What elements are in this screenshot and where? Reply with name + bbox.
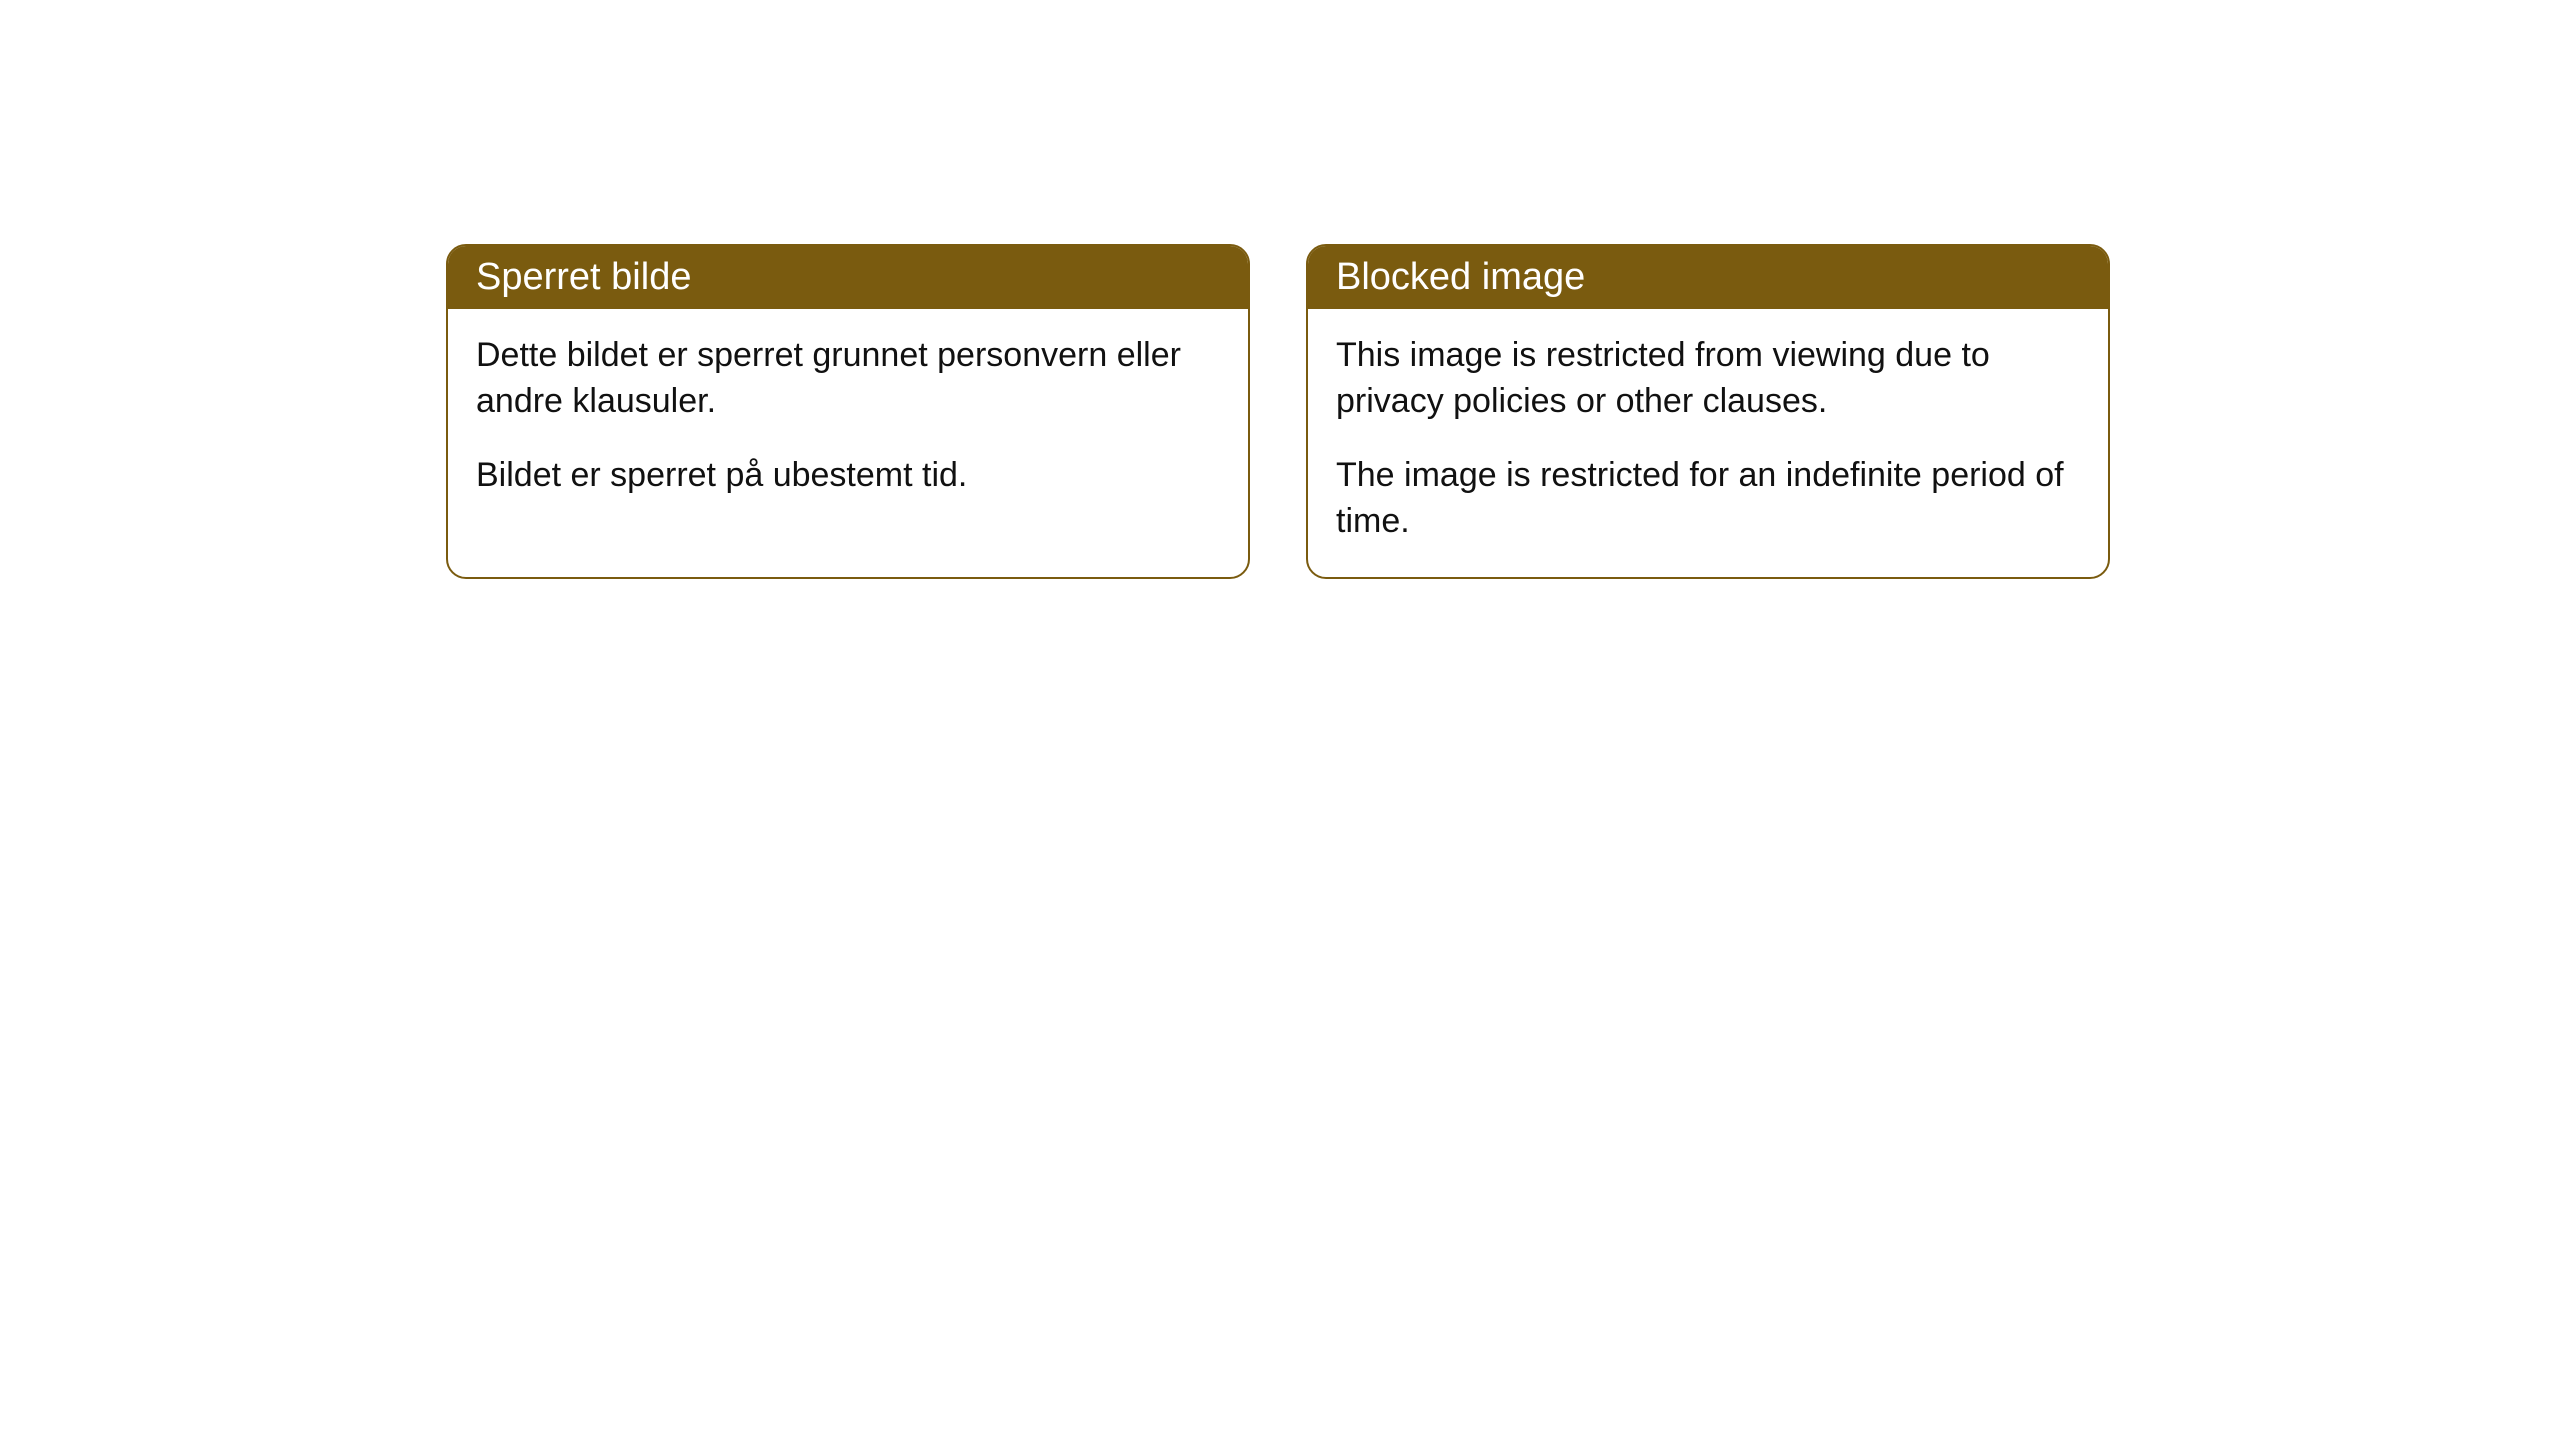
notice-card-english: Blocked image This image is restricted f… xyxy=(1306,244,2110,579)
card-title: Blocked image xyxy=(1308,246,2108,309)
notice-cards-container: Sperret bilde Dette bildet er sperret gr… xyxy=(446,244,2110,579)
card-title: Sperret bilde xyxy=(448,246,1248,309)
card-paragraph: This image is restricted from viewing du… xyxy=(1336,333,2080,425)
card-paragraph: Bildet er sperret på ubestemt tid. xyxy=(476,453,1220,499)
notice-card-norwegian: Sperret bilde Dette bildet er sperret gr… xyxy=(446,244,1250,579)
card-body: Dette bildet er sperret grunnet personve… xyxy=(448,309,1248,531)
card-paragraph: The image is restricted for an indefinit… xyxy=(1336,453,2080,545)
card-paragraph: Dette bildet er sperret grunnet personve… xyxy=(476,333,1220,425)
card-body: This image is restricted from viewing du… xyxy=(1308,309,2108,577)
